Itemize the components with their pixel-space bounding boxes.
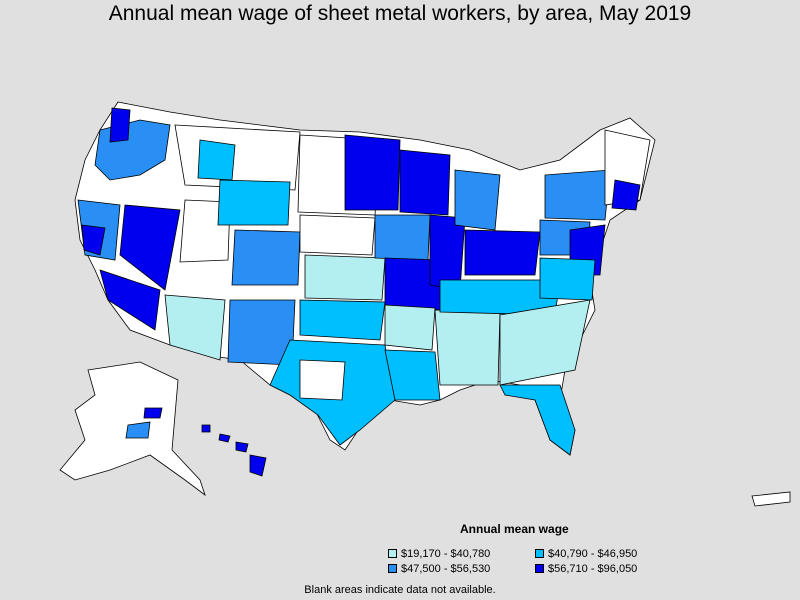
region-illinois (429, 214, 466, 291)
region-utah (179, 199, 231, 263)
legend-swatch (388, 564, 397, 573)
legend-label: $47,500 - $56,530 (401, 562, 491, 575)
region-indiana-ohio (464, 229, 541, 276)
region-minnesota (344, 134, 401, 211)
region-michigan (454, 169, 501, 231)
no-data-note: Blank areas indicate data not available. (304, 584, 496, 596)
hawaii-island-4 (249, 454, 267, 477)
region-texas-west (299, 359, 346, 401)
region-bay-area (81, 224, 106, 256)
map-title: Annual mean wage of sheet metal workers,… (108, 2, 692, 25)
legend-item: $19,170 - $40,780 (388, 548, 535, 560)
legend-label: $19,170 - $40,780 (401, 547, 491, 560)
legend: $19,170 - $40,780 $40,790 - $46,950 $47,… (388, 546, 688, 576)
region-iowa (374, 214, 431, 261)
region-seattle (109, 107, 131, 143)
region-louisiana (384, 349, 441, 401)
region-socal (99, 269, 161, 331)
region-boston (611, 179, 641, 211)
legend-swatch (535, 549, 544, 558)
region-virginia (539, 257, 596, 301)
region-arizona (164, 294, 226, 361)
region-mississippi-alabama (434, 309, 501, 386)
region-wisconsin (399, 149, 451, 216)
legend-swatch (535, 564, 544, 573)
legend-swatch (388, 549, 397, 558)
region-nevada (119, 204, 181, 291)
alaska (59, 361, 206, 497)
puerto-rico-island (751, 491, 791, 507)
puerto-rico (751, 491, 791, 507)
region-arkansas (384, 304, 436, 351)
legend-item: $40,790 - $46,950 (535, 548, 682, 560)
legend-item: $47,500 - $56,530 (388, 563, 535, 575)
region-florida (499, 384, 576, 456)
region-nebraska (299, 214, 376, 256)
legend-label: $56,710 - $96,050 (548, 562, 638, 575)
region-wyoming (217, 179, 291, 226)
legend-item: $56,710 - $96,050 (535, 563, 682, 575)
hawaii (201, 424, 267, 477)
contiguous-us (74, 101, 656, 456)
region-idaho-se (197, 139, 236, 181)
region-kansas (304, 254, 386, 301)
hawaii-island-1 (201, 424, 211, 433)
region-anchorage (125, 421, 151, 439)
legend-label: $40,790 - $46,950 (548, 547, 638, 560)
region-colorado (231, 229, 301, 286)
region-fairbanks (143, 407, 163, 419)
hawaii-island-2 (218, 433, 231, 443)
legend-title: Annual mean wage (460, 522, 569, 536)
region-new-york (544, 169, 611, 221)
region-oklahoma (299, 299, 386, 341)
region-georgia-carolinas (499, 299, 591, 386)
hawaii-island-3 (235, 441, 249, 453)
